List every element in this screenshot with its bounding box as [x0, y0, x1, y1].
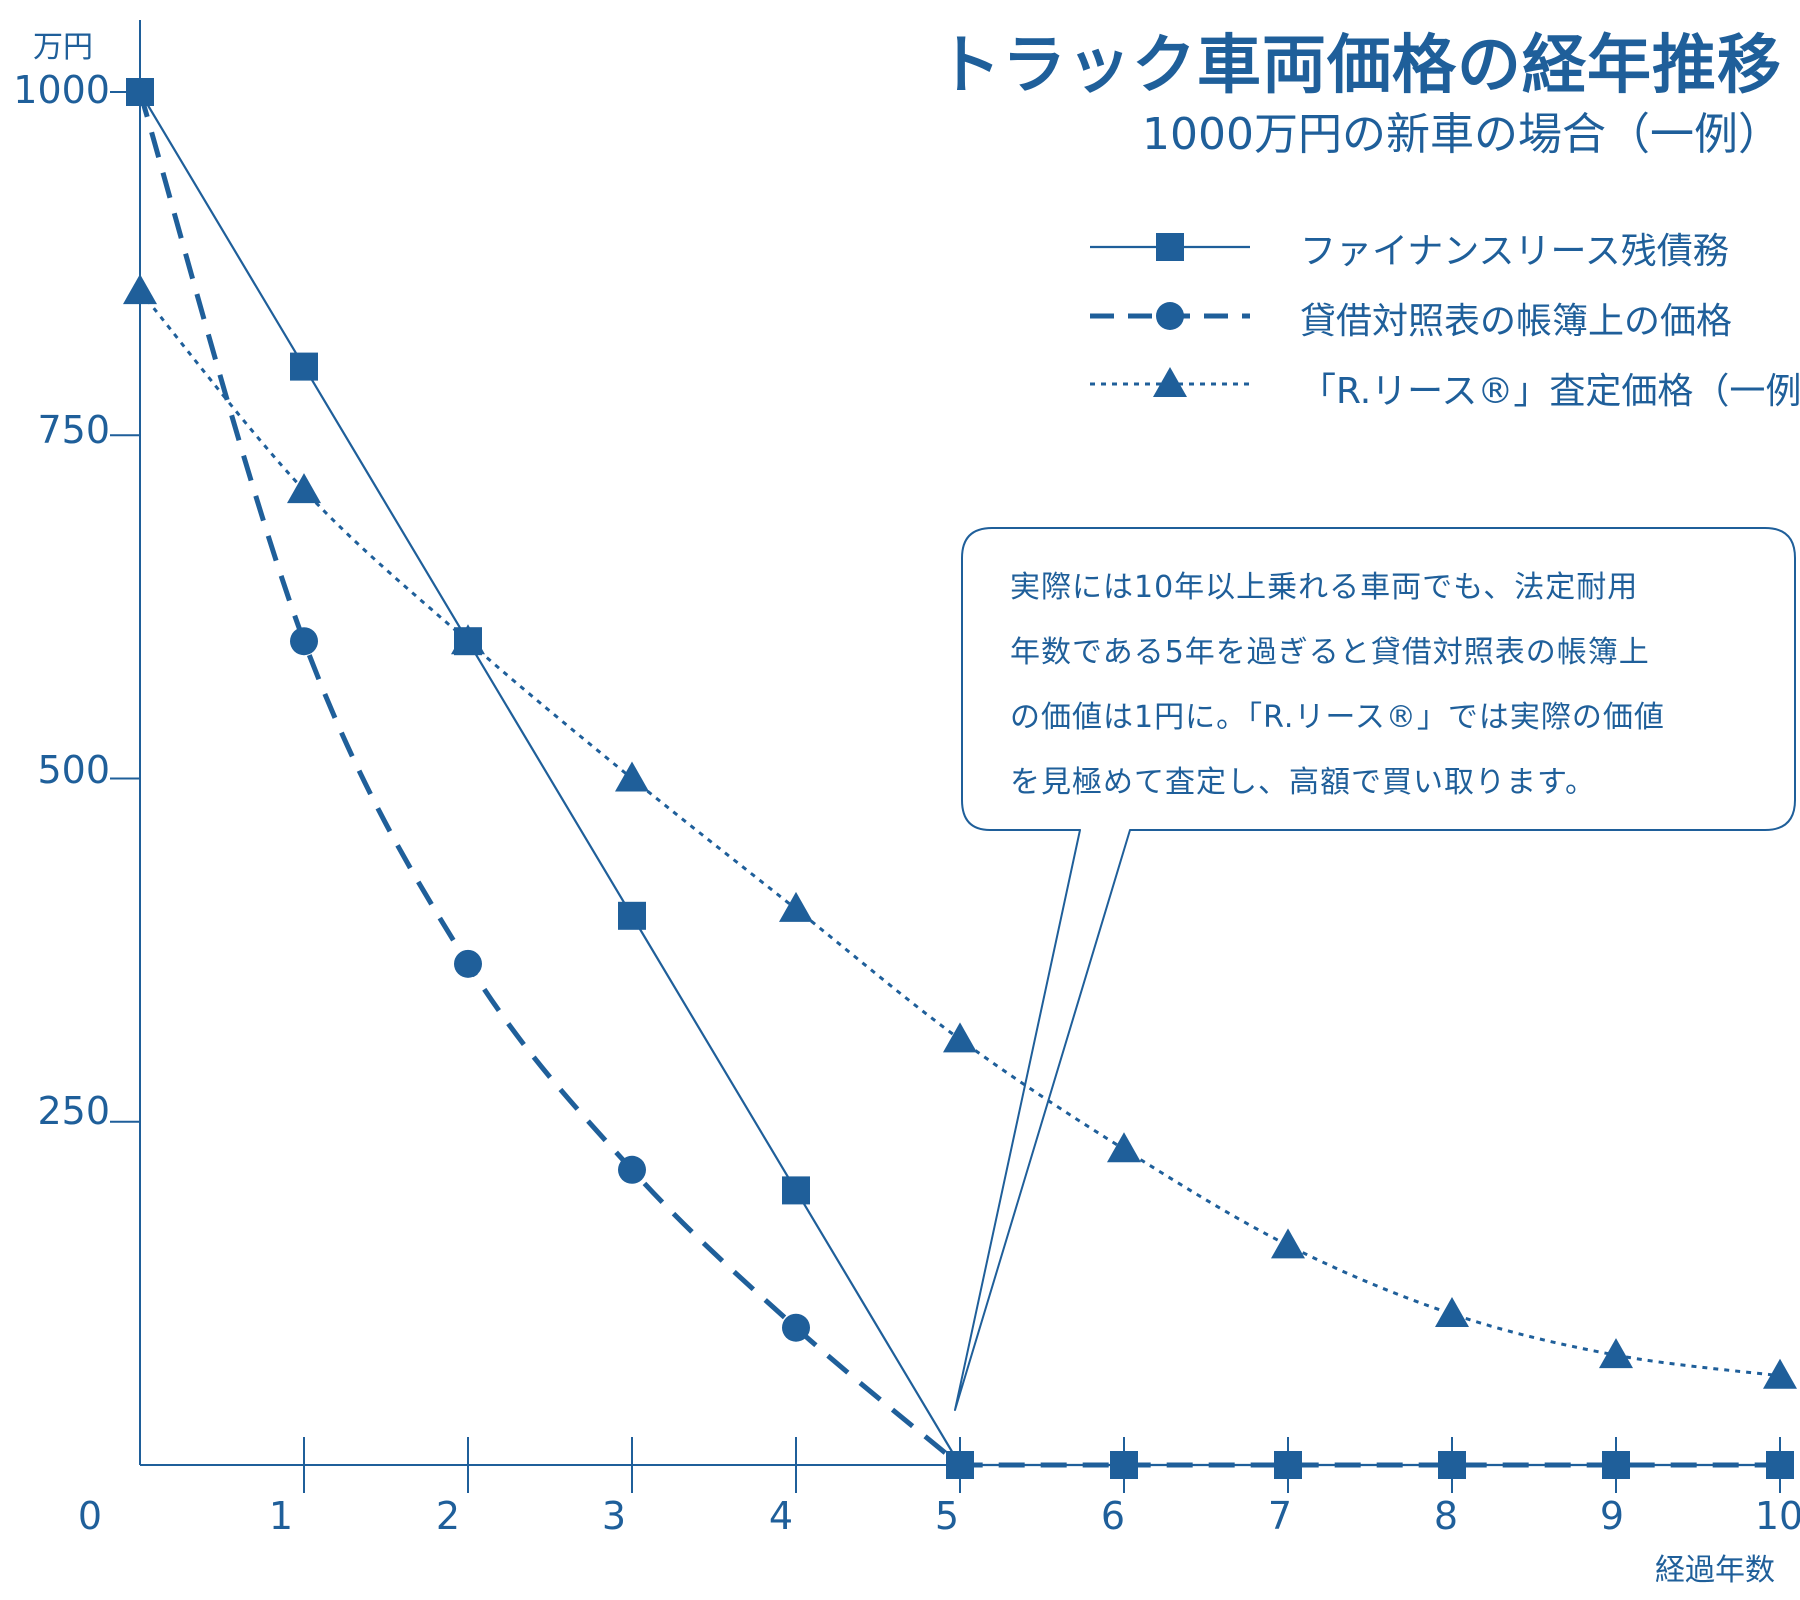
series-line-dashed [137, 91, 1780, 1468]
callout-line: 年数である5年を過ぎると貸借対照表の帳簿上 [1010, 635, 1650, 670]
data-point-square [1766, 1451, 1794, 1479]
data-point-square [290, 352, 318, 381]
data-point-square [946, 1451, 974, 1479]
data-point-triangle [1435, 1296, 1469, 1327]
legend-marker-circle [1156, 302, 1184, 330]
callout-text: 実際には10年以上乗れる車両でも、法定耐用 年数である5年を過ぎると貸借対照表の… [1010, 555, 1770, 815]
data-point-triangle [615, 761, 649, 792]
x-tick-label: 2 [435, 1494, 461, 1538]
y-axis-unit: 万円 [33, 30, 93, 65]
x-tick-label: 9 [1599, 1494, 1625, 1538]
callout-line: を見極めて査定し、高額で買い取ります。 [1010, 765, 1596, 800]
y-tick-label: 1000 [13, 68, 110, 112]
data-point-circle [618, 1155, 646, 1184]
x-tick-label: 3 [601, 1494, 627, 1538]
data-point-triangle [1763, 1358, 1797, 1389]
data-point-circle [454, 949, 482, 978]
y-tick-label: 750 [37, 408, 110, 452]
x-tick-label: 0 [77, 1494, 103, 1538]
data-point-triangle [1107, 1132, 1141, 1163]
legend-marker-square [1156, 233, 1184, 261]
legend-label-book: 貸借対照表の帳簿上の価格 [1300, 301, 1733, 342]
x-tick-label: 5 [934, 1494, 960, 1538]
y-tick-label: 250 [37, 1089, 110, 1133]
series-line-dotted [138, 290, 1781, 1378]
data-point-square [618, 901, 646, 930]
callout-line: 実際には10年以上乗れる車両でも、法定耐用 [1010, 570, 1639, 605]
chart-title: トラック車両価格の経年推移 [937, 29, 1782, 103]
data-point-triangle [779, 891, 813, 922]
data-point-triangle [943, 1022, 977, 1053]
y-tick-label: 500 [37, 748, 110, 792]
data-point-triangle [287, 473, 321, 504]
data-point-square [1110, 1451, 1138, 1479]
data-point-triangle [123, 274, 157, 305]
data-point-triangle [1599, 1338, 1633, 1369]
chart-subtitle: 1000万円の新車の場合（一例） [1142, 109, 1782, 160]
x-tick-label: 8 [1433, 1494, 1459, 1538]
data-point-square [1438, 1451, 1466, 1479]
legend-label-lease: ファイナンスリース残債務 [1300, 231, 1729, 272]
data-point-square [454, 627, 482, 656]
x-axis-label: 経過年数 [1655, 1553, 1775, 1588]
x-tick-label: 1 [268, 1494, 294, 1538]
data-point-square [1602, 1451, 1630, 1479]
data-point-square [1274, 1451, 1302, 1479]
x-tick-label: 10 [1754, 1494, 1800, 1538]
data-point-circle [290, 627, 318, 656]
data-point-circle [782, 1313, 810, 1342]
x-tick-label: 6 [1100, 1494, 1126, 1538]
data-point-triangle [1271, 1228, 1305, 1259]
data-point-square [782, 1176, 810, 1205]
callout-bubble [954, 527, 1796, 1411]
callout-line: の価値は1円に。「R.リース®」では実際の価値 [1010, 700, 1665, 735]
x-tick-label: 4 [768, 1494, 794, 1538]
legend-marker-triangle [1153, 367, 1187, 397]
data-point-square [126, 78, 154, 106]
legend-label-rlease: 「R.リース®」査定価格（一例） [1300, 371, 1800, 412]
x-tick-label: 7 [1267, 1494, 1293, 1538]
